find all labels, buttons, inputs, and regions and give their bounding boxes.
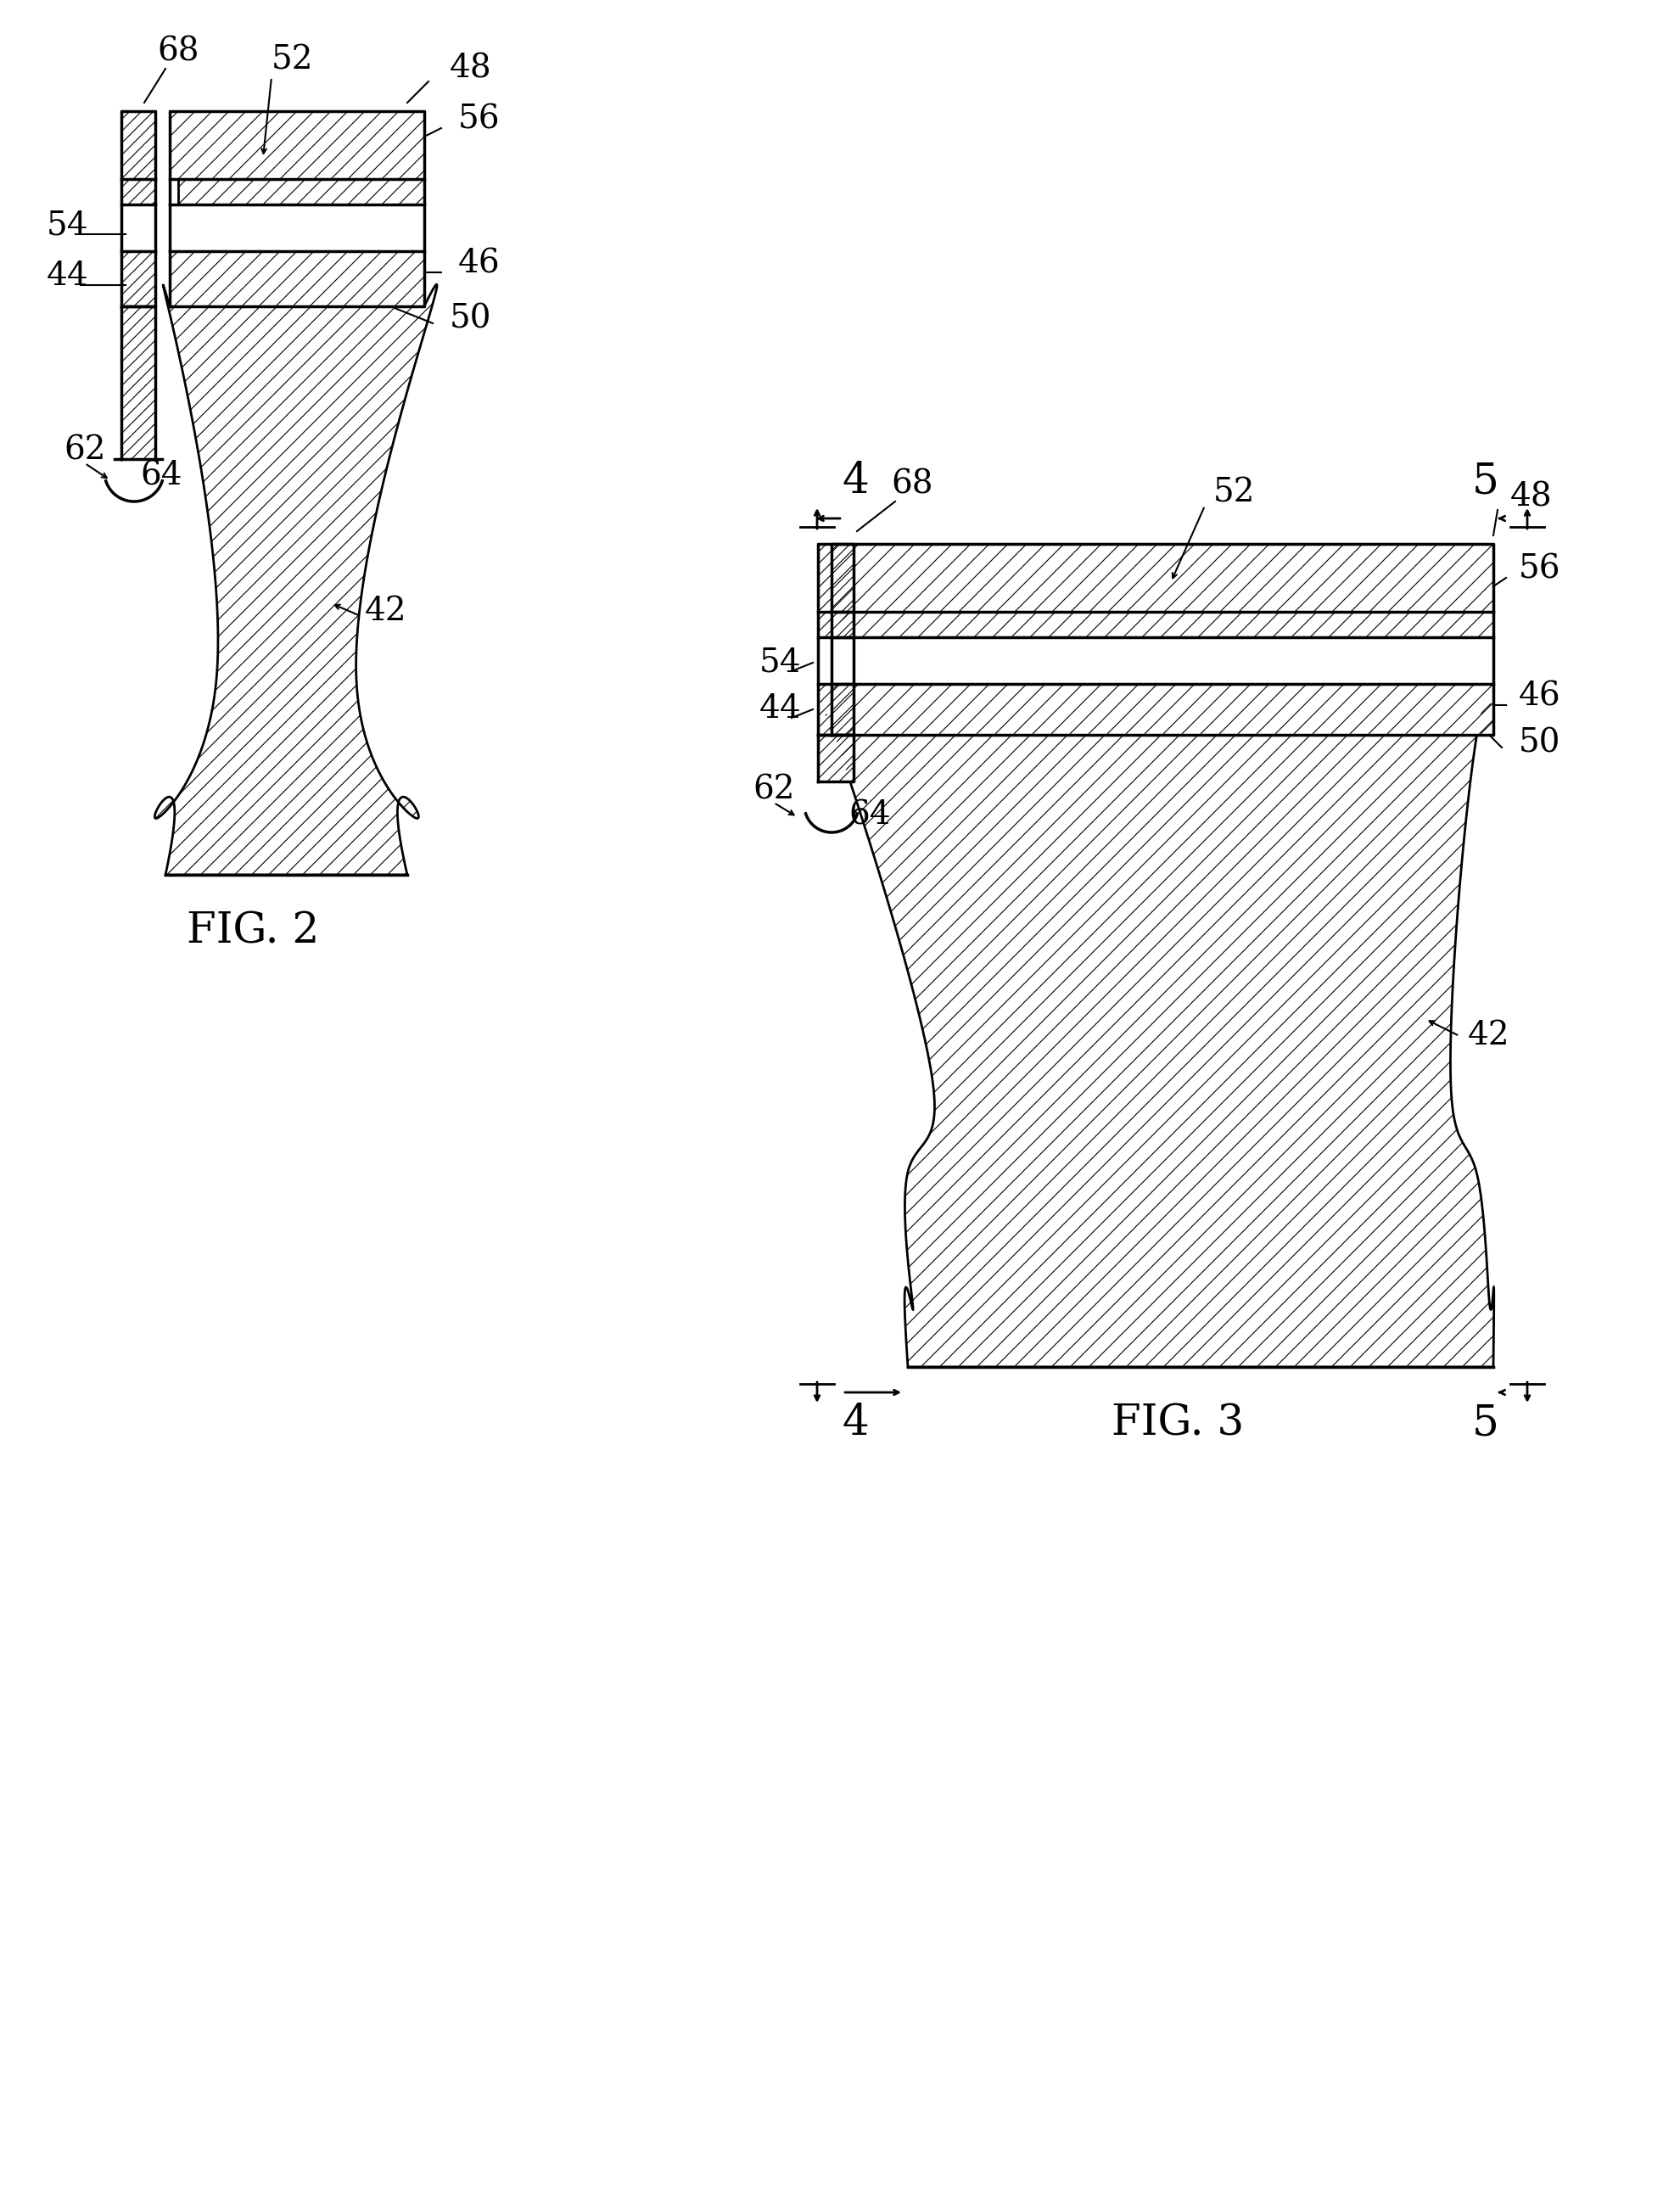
Polygon shape — [820, 694, 1494, 1367]
Polygon shape — [170, 252, 425, 307]
Text: 4: 4 — [843, 1402, 870, 1443]
Text: 5: 5 — [1472, 460, 1499, 502]
Polygon shape — [832, 543, 1494, 611]
Polygon shape — [121, 180, 155, 204]
Text: 64: 64 — [848, 799, 890, 830]
Text: 5: 5 — [1472, 1402, 1499, 1443]
Text: 42: 42 — [1468, 1021, 1510, 1051]
Text: 56: 56 — [459, 103, 501, 136]
Text: 42: 42 — [365, 596, 407, 626]
Polygon shape — [121, 112, 155, 180]
Text: 44: 44 — [759, 694, 801, 725]
Text: 44: 44 — [47, 261, 89, 291]
Polygon shape — [818, 611, 853, 637]
Bar — [121, 204, 155, 252]
Text: 68: 68 — [156, 35, 198, 68]
Text: 46: 46 — [459, 247, 501, 278]
Bar — [818, 637, 853, 683]
Text: 48: 48 — [450, 53, 492, 83]
Text: 46: 46 — [1519, 681, 1561, 712]
Text: 56: 56 — [1519, 554, 1561, 585]
Text: FIG. 3: FIG. 3 — [1112, 1402, 1245, 1443]
Text: 48: 48 — [1510, 482, 1552, 512]
Polygon shape — [818, 543, 853, 611]
Text: 52: 52 — [272, 44, 314, 74]
Polygon shape — [832, 683, 1494, 736]
Polygon shape — [818, 683, 853, 736]
Polygon shape — [842, 611, 1494, 637]
Text: 62: 62 — [64, 434, 106, 466]
Text: 62: 62 — [753, 773, 795, 806]
Polygon shape — [155, 285, 437, 874]
Polygon shape — [170, 112, 425, 180]
Text: 54: 54 — [47, 210, 89, 241]
Polygon shape — [121, 252, 155, 307]
Polygon shape — [178, 180, 425, 204]
Text: 64: 64 — [139, 460, 181, 491]
Text: 4: 4 — [843, 460, 870, 502]
Polygon shape — [818, 736, 853, 782]
Text: FIG. 2: FIG. 2 — [186, 911, 319, 953]
Text: 52: 52 — [1213, 477, 1255, 508]
Text: 54: 54 — [759, 646, 801, 679]
Text: 68: 68 — [890, 469, 932, 499]
Polygon shape — [121, 307, 155, 460]
Text: 50: 50 — [450, 302, 492, 335]
Text: 50: 50 — [1519, 727, 1561, 758]
